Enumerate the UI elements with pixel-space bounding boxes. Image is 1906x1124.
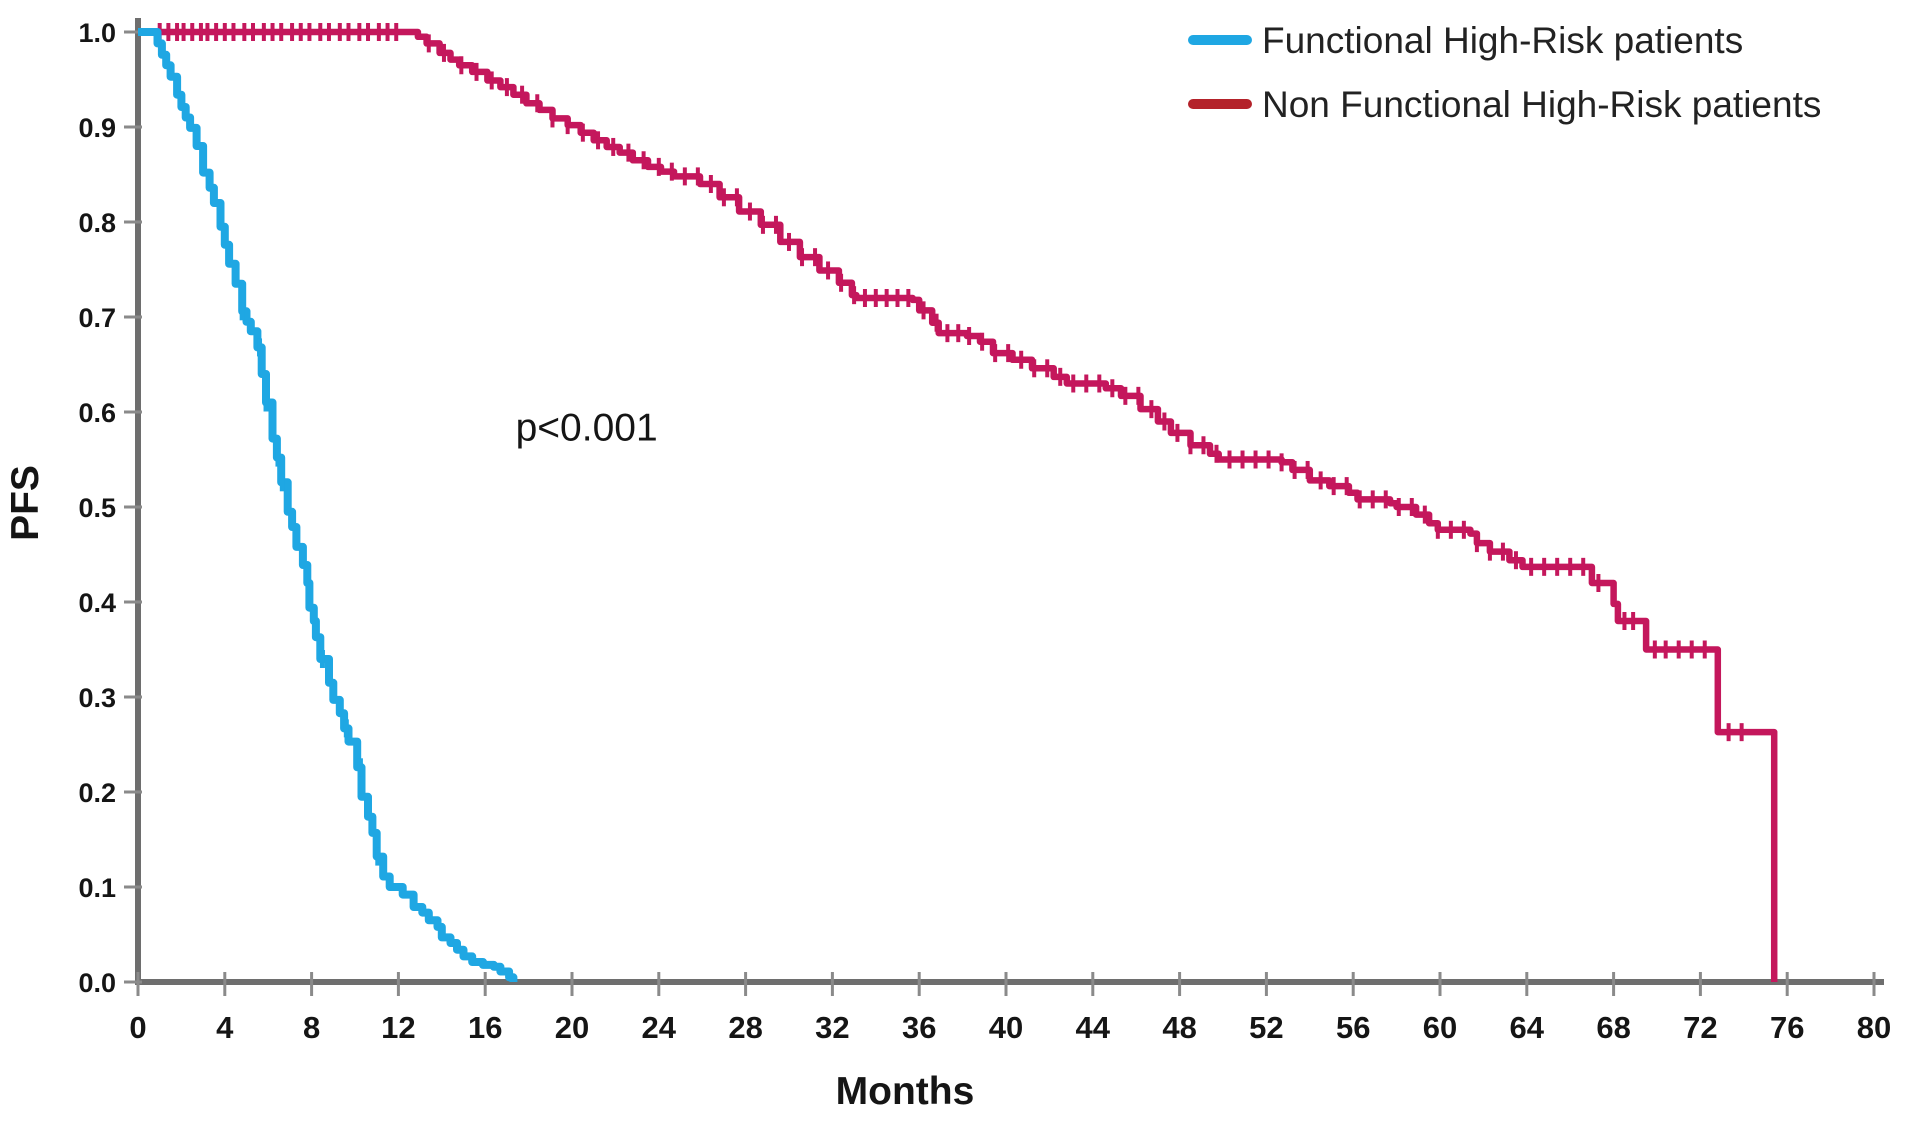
x-tick-label: 52: [1249, 1010, 1283, 1045]
legend-label-functional: Functional High-Risk patients: [1262, 20, 1743, 61]
y-tick-label: 0.0: [78, 968, 116, 998]
y-tick-label: 0.3: [78, 683, 116, 713]
y-tick-label: 0.2: [78, 778, 116, 808]
non-functional-censor-marks: [157, 23, 1744, 742]
y-tick-label: 0.4: [78, 588, 116, 618]
x-tick-label: 76: [1770, 1010, 1804, 1045]
x-ticks: [136, 972, 1876, 996]
y-tick-label: 0.6: [78, 398, 116, 428]
x-tick-label: 32: [815, 1010, 849, 1045]
y-tick-label: 0.9: [78, 113, 116, 143]
y-tick-label: 0.1: [78, 873, 116, 903]
x-tick-label: 72: [1683, 1010, 1717, 1045]
x-tick-labels: 0 4 8 12 16 20 24 28 32 36 40 44 48 52 56 60 64 68 72 76 80: [129, 1010, 1891, 1045]
p-value-annotation: p<0.001: [516, 406, 658, 449]
x-tick-label: 44: [1076, 1010, 1111, 1045]
y-axis-title: PFS: [4, 465, 47, 541]
x-tick-label: 36: [902, 1010, 936, 1045]
x-tick-label: 40: [989, 1010, 1023, 1045]
x-tick-label: 8: [303, 1010, 320, 1045]
y-tick-labels: 0.0 0.1 0.2 0.3 0.4 0.5 0.6 0.7 0.8 0.9 1.0: [78, 18, 116, 998]
functional-censor-marks: [239, 302, 381, 866]
y-tick-label: 1.0: [78, 18, 116, 48]
y-tick-label: 0.5: [78, 493, 116, 523]
series-functional-high-risk: [138, 28, 518, 982]
x-tick-label: 4: [216, 1010, 234, 1045]
x-tick-label: 20: [555, 1010, 589, 1045]
x-tick-label: 48: [1162, 1010, 1196, 1045]
axes: 0.00.10.20.30.40.50.60.70.80.91.0 0 4 8 12 1…: [78, 18, 1891, 1045]
y-tick-label: 0.7: [78, 303, 116, 333]
x-tick-label: 12: [381, 1010, 415, 1045]
x-tick-label: 68: [1596, 1010, 1630, 1045]
y-tick-label: 0.8: [78, 208, 116, 238]
x-tick-label: 64: [1510, 1010, 1545, 1045]
x-tick-label: 56: [1336, 1010, 1370, 1045]
legend-label-non-functional: Non Functional High-Risk patients: [1262, 84, 1821, 125]
x-tick-label: 60: [1423, 1010, 1457, 1045]
x-tick-label: 16: [468, 1010, 502, 1045]
x-tick-label: 0: [129, 1010, 146, 1045]
functional-curve: [138, 28, 518, 982]
x-axis-title: Months: [836, 1070, 975, 1113]
x-tick-label: 28: [728, 1010, 762, 1045]
legend: Functional High-Risk patients Non Functi…: [1188, 20, 1821, 125]
x-tick-label: 80: [1857, 1010, 1891, 1045]
series-non-functional-high-risk: [138, 23, 1778, 982]
x-tick-label: 24: [642, 1010, 677, 1045]
non-functional-curve: [138, 28, 1778, 982]
